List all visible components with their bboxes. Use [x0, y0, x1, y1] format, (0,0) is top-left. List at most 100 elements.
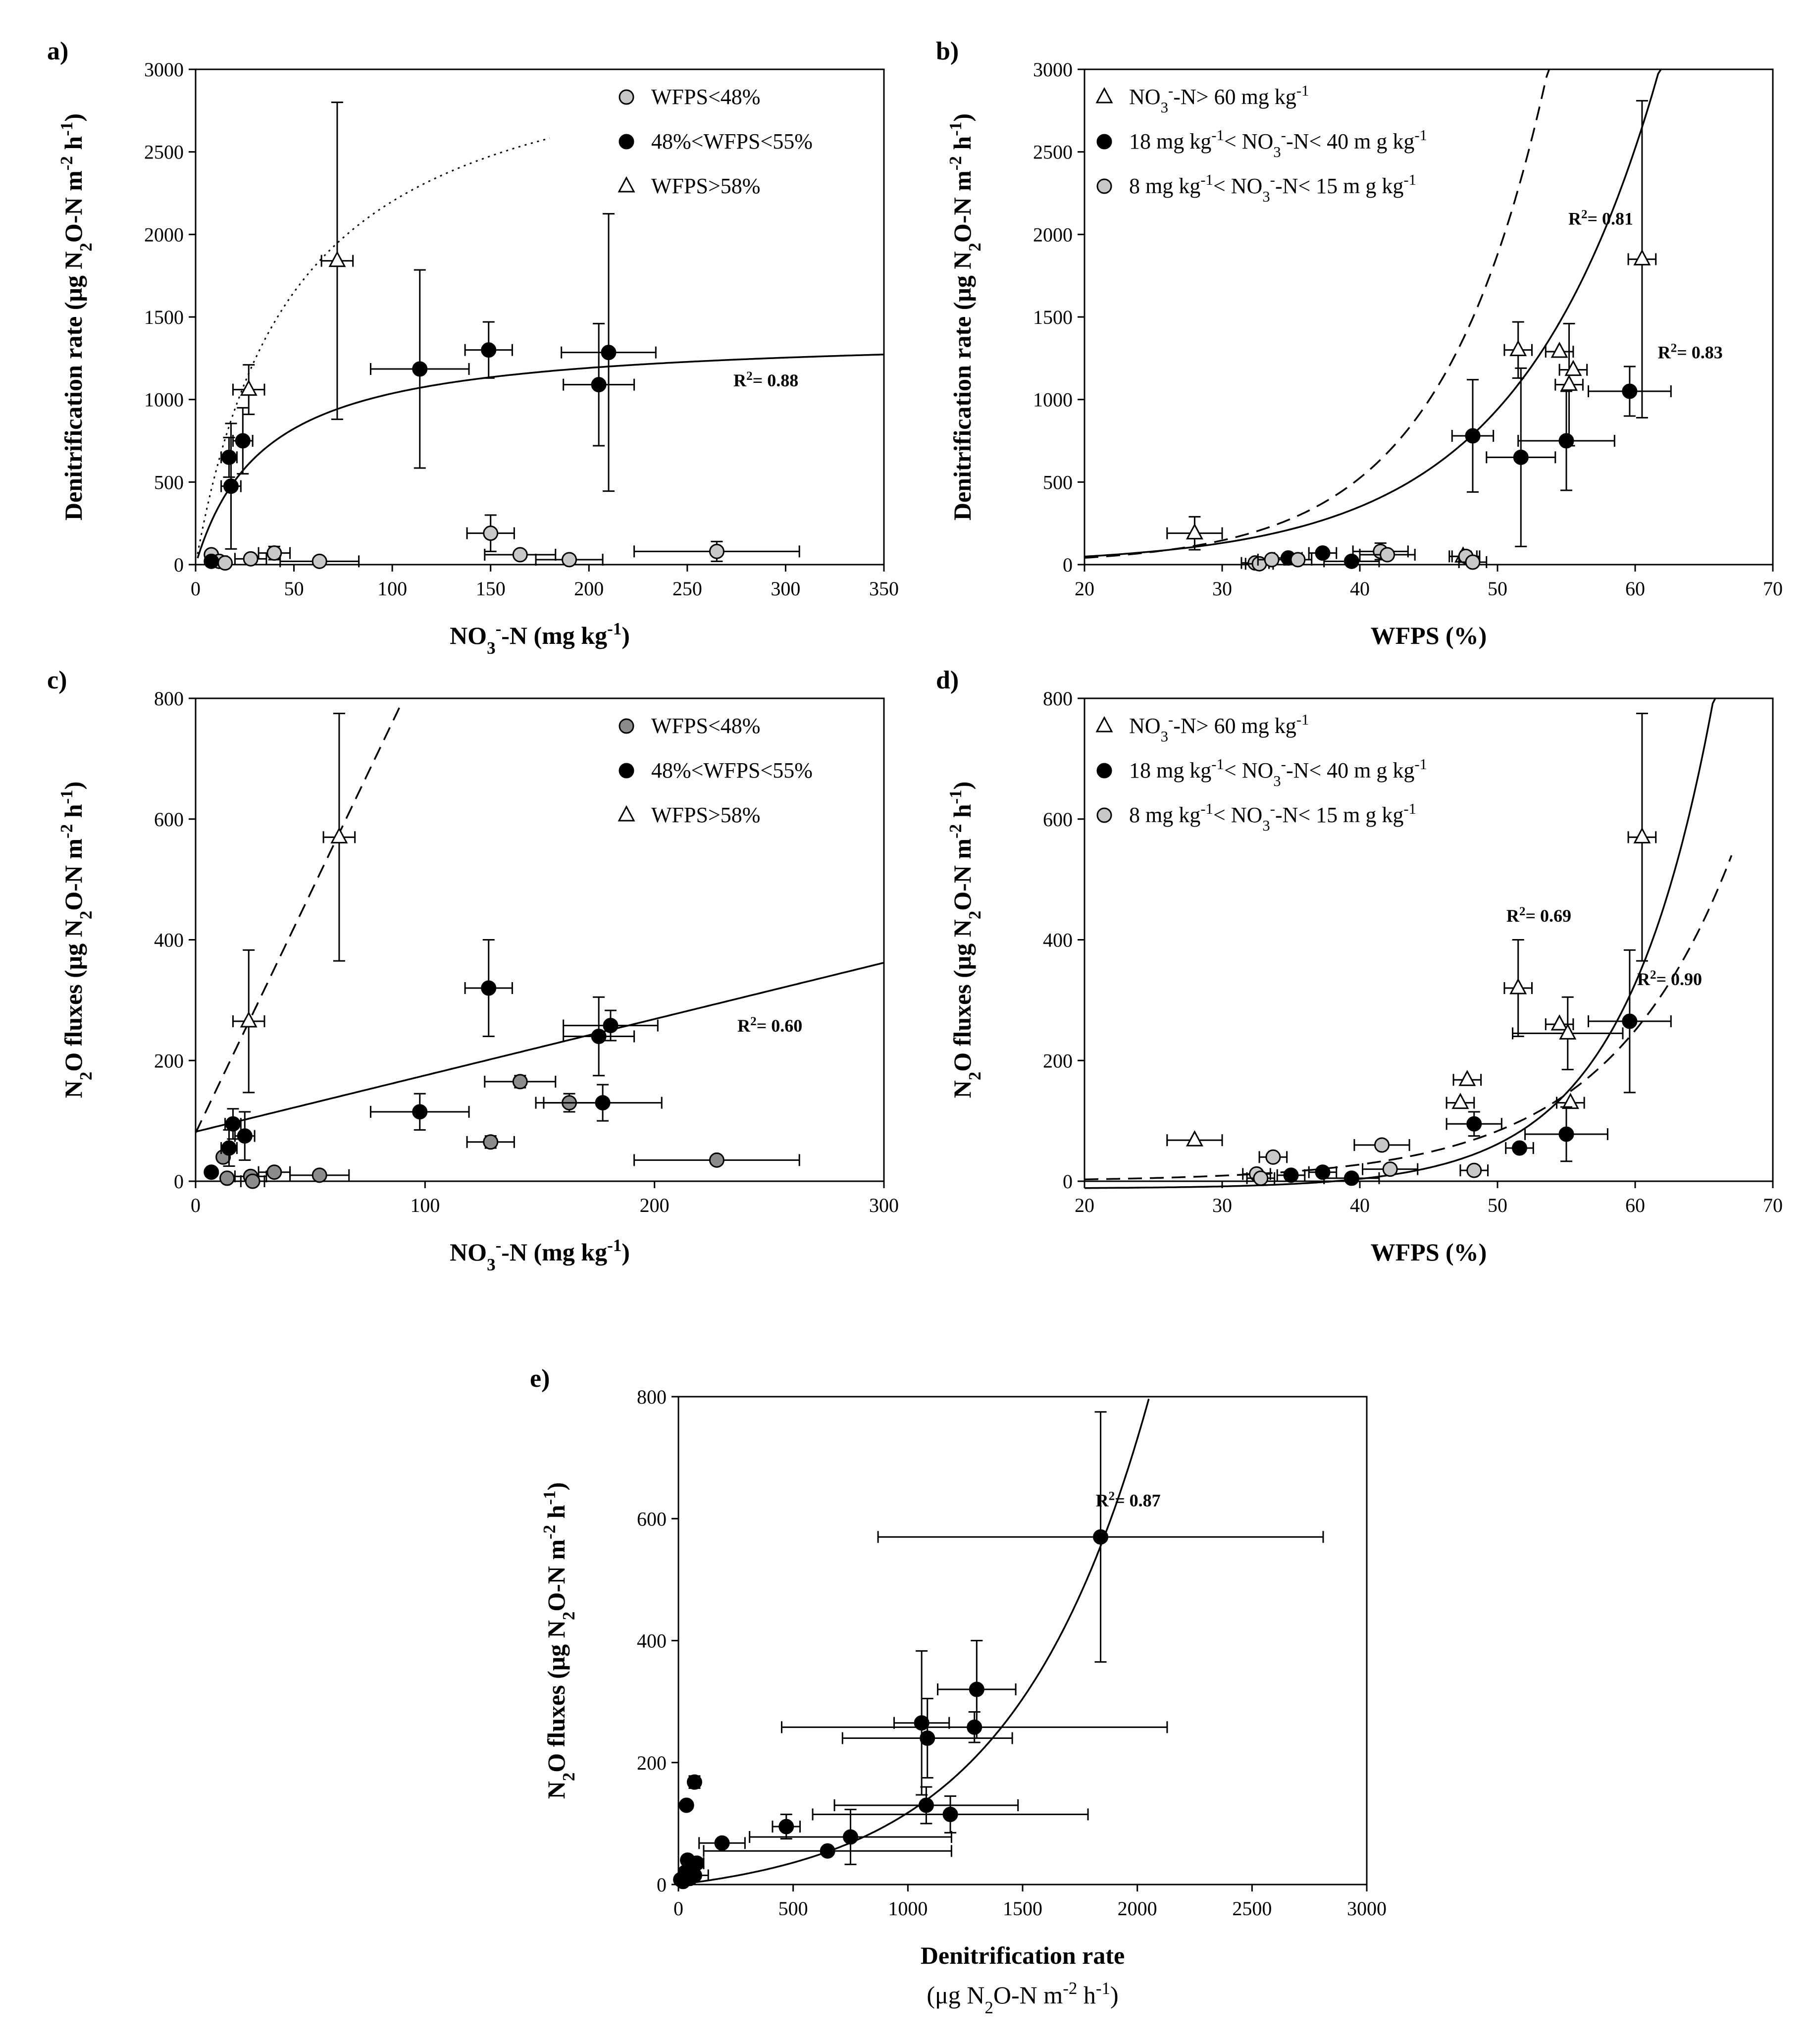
- data-point-circle: [709, 1152, 724, 1168]
- data-point-circle: [595, 1095, 611, 1111]
- y-tick-label: 800: [1043, 687, 1073, 710]
- data-point-triangle: [240, 1011, 258, 1028]
- legend-label: 48%<WFPS<55%: [651, 129, 813, 154]
- data-point-circle: [1622, 383, 1638, 399]
- y-tick-label: 2000: [144, 223, 184, 246]
- data-point-circle: [483, 1134, 499, 1150]
- data-point-circle: [1264, 552, 1280, 568]
- data-point-circle: [221, 449, 237, 465]
- data-point-circle: [601, 345, 617, 361]
- data-point-circle: [1093, 1529, 1109, 1545]
- data-point-circle: [483, 525, 499, 541]
- data-point-circle: [1466, 1116, 1482, 1132]
- legend-marker-circle: [1096, 178, 1112, 194]
- y-tick-label: 0: [174, 554, 184, 576]
- x-tick-label: 1500: [1003, 1897, 1042, 1920]
- data-point-circle: [942, 1806, 958, 1822]
- data-point-circle: [1511, 1140, 1527, 1156]
- legend-label: 8 mg kg-1< NO3--N< 15 m g kg-1: [1129, 171, 1416, 205]
- x-tick-label: 500: [778, 1897, 808, 1920]
- data-point-circle: [914, 1715, 930, 1731]
- x-tick-label: 50: [1488, 577, 1507, 600]
- x-tick-label: 50: [1488, 1194, 1507, 1216]
- legend-marker-circle: [619, 134, 634, 150]
- data-point-circle: [1290, 552, 1306, 568]
- x-tick-label: 20: [1075, 577, 1094, 600]
- legend-label: 18 mg kg-1< NO3--N< 40 m g kg-1: [1129, 127, 1427, 160]
- fit-curve-1: [197, 137, 550, 554]
- data-point-triangle: [1550, 1014, 1568, 1031]
- x-tick-label: 300: [869, 1194, 899, 1216]
- fit-curve-0: [678, 1398, 1150, 1886]
- fit-curve-1: [195, 701, 403, 1134]
- data-point-circle: [1253, 1170, 1269, 1186]
- r-squared-label: R2= 0.69: [1506, 904, 1571, 926]
- plot-frame: [677, 1396, 1368, 1886]
- panel-e: e) 0 500 1000 1500 2000 2500 3000 0 200 400 600 800 D…: [530, 1364, 1387, 2017]
- x-axis-title-units: (μg N2O-N m-2 h-1): [927, 1979, 1118, 2017]
- legend-label: WFPS>58%: [651, 174, 760, 198]
- x-tick-label: 40: [1350, 577, 1370, 600]
- x-tick-label: 300: [771, 577, 800, 600]
- y-tick-label: 600: [637, 1508, 667, 1530]
- panel-label: a): [47, 37, 68, 65]
- legend-marker-circle: [1096, 807, 1112, 823]
- data-point-circle: [221, 1140, 237, 1156]
- data-point-circle: [678, 1797, 694, 1813]
- x-tick-label: 30: [1212, 577, 1232, 600]
- data-point-circle: [820, 1843, 835, 1859]
- data-point-circle: [412, 361, 428, 377]
- legend-label: 48%<WFPS<55%: [651, 758, 813, 783]
- x-axis-title: NO3--N (mg kg-1): [450, 1236, 630, 1274]
- fit-curve-1: [1084, 855, 1733, 1181]
- x-tick-label: 100: [377, 577, 407, 600]
- data-point-triangle: [1633, 249, 1651, 265]
- x-tick-label: 20: [1075, 1194, 1094, 1216]
- data-point-circle: [223, 478, 239, 494]
- data-point-triangle: [1509, 978, 1527, 995]
- data-point-circle: [967, 1719, 982, 1735]
- data-point-circle: [481, 342, 497, 358]
- y-tick-label: 600: [1043, 808, 1073, 831]
- y-tick-label: 400: [637, 1630, 667, 1652]
- x-tick-label: 0: [191, 577, 201, 600]
- x-tick-label: 70: [1763, 1194, 1783, 1216]
- r-squared-label: R2= 0.83: [1658, 341, 1723, 363]
- data-point-circle: [714, 1835, 730, 1851]
- data-point-circle: [562, 552, 577, 568]
- x-tick-label: 200: [574, 577, 604, 600]
- data-point-circle: [204, 1164, 219, 1180]
- x-tick-label: 70: [1763, 577, 1783, 600]
- data-point-circle: [686, 1774, 702, 1790]
- y-tick-label: 3000: [144, 58, 184, 81]
- y-tick-label: 0: [1063, 554, 1073, 576]
- fit-curve-0: [197, 354, 884, 559]
- x-tick-label: 40: [1350, 1194, 1370, 1216]
- fit-curve-1: [1084, 69, 1550, 559]
- data-point-circle: [682, 1871, 698, 1887]
- data-point-circle: [219, 1170, 235, 1186]
- legend-marker-circle: [1096, 134, 1112, 150]
- x-tick-label: 50: [284, 577, 304, 600]
- y-axis-title: Denitrification rate (μg N2O-N m-2 h-1): [946, 113, 984, 521]
- x-tick-label: 350: [869, 577, 899, 600]
- legend-label: NO3--N> 60 mg kg-1: [1129, 711, 1309, 745]
- data-point-triangle: [1458, 1070, 1476, 1086]
- data-point-circle: [1265, 1149, 1281, 1165]
- data-point-circle: [1315, 1164, 1331, 1180]
- panel-label: c): [47, 666, 67, 694]
- legend-marker-circle: [619, 718, 634, 734]
- data-point-circle: [778, 1819, 794, 1834]
- y-tick-label: 400: [154, 929, 184, 951]
- data-point-circle: [1382, 1161, 1398, 1177]
- y-tick-label: 2500: [1033, 141, 1073, 163]
- legend-label: WFPS<48%: [651, 85, 760, 109]
- panel-label: e): [530, 1364, 550, 1393]
- data-point-circle: [1315, 545, 1331, 561]
- data-point-triangle: [1561, 1093, 1579, 1109]
- data-point-circle: [1558, 433, 1574, 449]
- x-tick-label: 2500: [1232, 1897, 1272, 1920]
- panel-c: c) 0 100 200 300 0 200 400 600 800 NO3--N (mg kg-1…: [47, 666, 899, 1274]
- data-point-triangle: [240, 379, 258, 396]
